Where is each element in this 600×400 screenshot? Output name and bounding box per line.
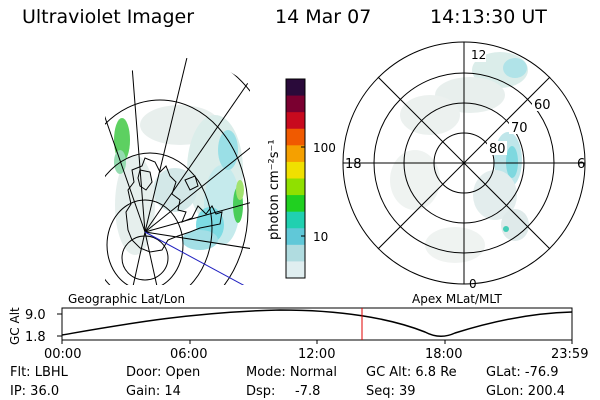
polar-caption: Apex MLat/MLT bbox=[412, 292, 502, 306]
geographic-map bbox=[105, 57, 250, 285]
polar-mlt-6: 6 bbox=[577, 157, 585, 172]
alt-tick-1.8: 1.8 bbox=[25, 330, 46, 345]
colorbar-swatch bbox=[286, 79, 305, 97]
geo-graticule bbox=[105, 57, 250, 285]
colorbar-swatch bbox=[286, 112, 305, 130]
geo-caption: Geographic Lat/Lon bbox=[68, 292, 185, 306]
colorbar-swatch bbox=[286, 128, 305, 146]
colorbar-swatch bbox=[286, 195, 305, 213]
colorbar-swatch bbox=[286, 228, 305, 246]
info-door: Door: Open bbox=[126, 365, 200, 380]
colorbar-swatch bbox=[286, 244, 305, 262]
time-tick-0600: 06:00 bbox=[170, 347, 207, 362]
window-title: Ultraviolet Imager bbox=[22, 6, 195, 28]
info-seq: Seq: 39 bbox=[366, 384, 416, 399]
info-dsp-label: Dsp: bbox=[246, 384, 275, 399]
time-tick-0000: 00:00 bbox=[44, 347, 81, 362]
colorbar-swatch bbox=[286, 211, 305, 229]
altitude-curve bbox=[61, 309, 573, 337]
time-label: 14:13:30 UT bbox=[430, 6, 547, 28]
info-glon: GLon: 200.4 bbox=[486, 384, 565, 399]
polar-grid bbox=[342, 41, 586, 285]
colorbar: 100 10 photon cm⁻²s⁻¹ bbox=[267, 78, 336, 279]
colorbar-swatch bbox=[286, 178, 305, 196]
colorbar-swatch bbox=[286, 261, 305, 279]
colorbar-tick-100: 100 bbox=[313, 141, 336, 155]
colorbar-swatch bbox=[286, 161, 305, 179]
polar-map: 12 6 0 18 60 70 80 bbox=[342, 41, 586, 291]
date-label: 14 Mar 07 bbox=[275, 6, 372, 28]
polar-mlt-0: 0 bbox=[469, 277, 477, 291]
info-gain: Gain: 14 bbox=[126, 384, 181, 399]
alt-axis-label: GC Alt bbox=[8, 307, 22, 345]
info-panel: Flt: LBHL Door: Open Mode: Normal GC Alt… bbox=[10, 365, 565, 399]
time-tick-2359: 23:59 bbox=[551, 347, 588, 362]
colorbar-swatch bbox=[286, 95, 305, 113]
info-filter: Flt: LBHL bbox=[10, 365, 69, 380]
info-ip: IP: 36.0 bbox=[10, 384, 59, 399]
polar-lat-80: 80 bbox=[489, 142, 506, 157]
polar-mlt-12: 12 bbox=[471, 48, 486, 62]
colorbar-swatch bbox=[286, 145, 305, 163]
polar-lat-60: 60 bbox=[534, 98, 551, 113]
colorbar-tick-10: 10 bbox=[313, 230, 328, 244]
time-tick-1800: 18:00 bbox=[425, 347, 462, 362]
colorbar-unit-label: photon cm⁻²s⁻¹ bbox=[267, 139, 282, 240]
altitude-strip: 9.0 1.8 GC Alt 00:00 06:00 12:00 18:00 2… bbox=[8, 307, 588, 362]
polar-lat-70: 70 bbox=[511, 121, 528, 136]
info-glat: GLat: -76.9 bbox=[486, 365, 559, 380]
colorbar-gradient bbox=[286, 79, 305, 279]
geo-coastline bbox=[125, 157, 223, 253]
info-mode: Mode: Normal bbox=[246, 365, 337, 380]
geo-projection-line bbox=[144, 231, 246, 285]
time-tick-1200: 12:00 bbox=[298, 347, 335, 362]
polar-aurora-emission bbox=[390, 52, 529, 263]
info-dsp-value: -7.8 bbox=[295, 384, 320, 399]
geo-coastline-inner bbox=[137, 169, 199, 191]
alt-tick-9: 9.0 bbox=[25, 308, 46, 323]
polar-mlt-18: 18 bbox=[345, 157, 362, 172]
info-gc-alt: GC Alt: 6.8 Re bbox=[366, 365, 457, 380]
